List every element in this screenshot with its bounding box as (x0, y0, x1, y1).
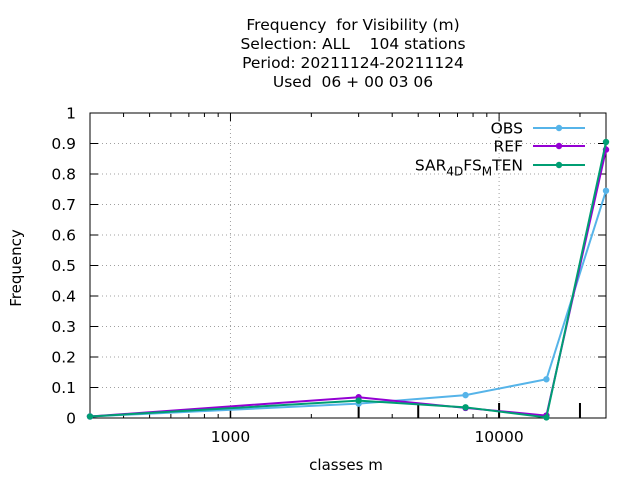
data-point (543, 414, 550, 421)
series-line (89, 190, 607, 418)
plot-frame (89, 112, 607, 419)
data-point (543, 376, 550, 383)
title-line-1: Frequency for Visibility (m) (246, 16, 460, 34)
y-tick-label: 0.2 (51, 349, 76, 367)
legend-marker (555, 161, 563, 169)
y-tick-label: 0.3 (51, 318, 76, 336)
y-tick-label: 0.4 (51, 288, 76, 306)
y-tick-label: 0.8 (51, 166, 76, 184)
x-tick-label: 10000 (474, 428, 523, 446)
title-line-4: Used 06 + 00 03 06 (272, 73, 434, 91)
data-point (355, 397, 362, 404)
title-line-2: Selection: ALL 104 stations (240, 35, 466, 53)
x-axis-label: classes m (309, 456, 383, 474)
y-tick-label: 0.9 (51, 135, 76, 153)
legend-label: REF (494, 138, 524, 156)
series-line (89, 141, 607, 419)
legend-label: SAR4DFSMTEN (415, 157, 523, 179)
y-tick-label: 0 (66, 410, 76, 428)
grid (90, 113, 606, 418)
x-tick-label: 1000 (211, 428, 250, 446)
title-line-3: Period: 20211124-20211124 (242, 54, 464, 72)
series (86, 138, 610, 421)
axes: 0 0.1 0.2 0.3 0.4 0.5 0.6 0.7 0.8 0.9 1 1000 10000 (51, 105, 607, 446)
y-tick-label: 0.5 (51, 257, 76, 275)
legend-label: OBS (491, 120, 523, 138)
legend-marker (555, 142, 563, 150)
legend-marker (555, 124, 563, 132)
y-tick-label: 0.7 (51, 196, 76, 214)
data-point (462, 391, 469, 399)
series-line (89, 149, 607, 418)
data-point (602, 138, 610, 146)
chart-title: Frequency for Visibility (m) Selection: … (0, 16, 640, 92)
data-point (86, 413, 94, 420)
data-point (602, 187, 610, 194)
data-point (462, 404, 469, 411)
y-tick-label: 0.6 (51, 227, 76, 245)
y-tick-label: 1 (66, 105, 76, 123)
y-tick-label: 0.1 (51, 379, 76, 397)
